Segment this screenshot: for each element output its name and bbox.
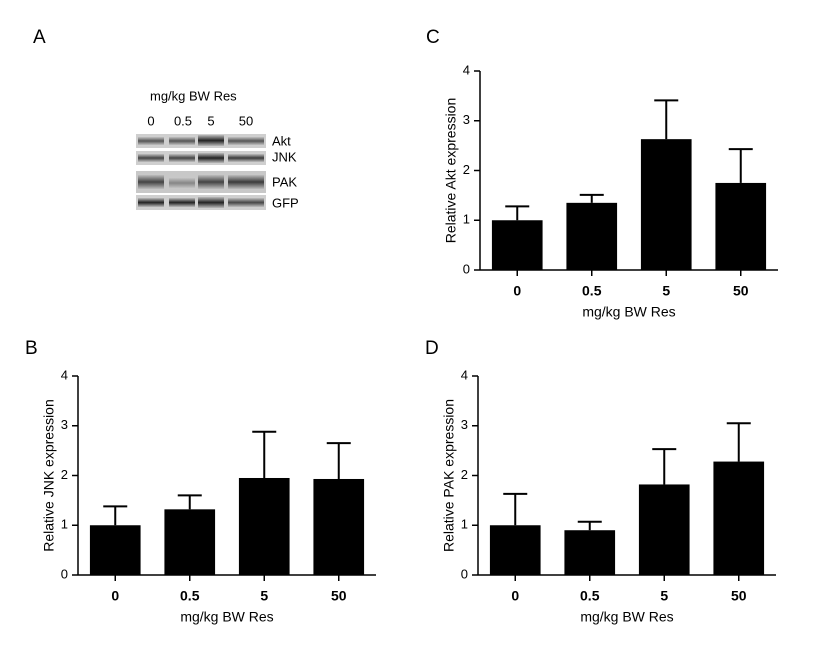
x-tick-label: 50 [731, 588, 747, 604]
panel-label: D [425, 338, 439, 359]
panel-label: B [25, 338, 38, 359]
y-tick-label: 3 [463, 112, 470, 127]
y-tick-label: 0 [61, 566, 68, 581]
bar [713, 461, 765, 575]
y-tick-label: 1 [61, 517, 68, 532]
band-label: Akt [272, 133, 291, 148]
bar [564, 530, 616, 575]
x-tick-label: 0.5 [180, 588, 200, 604]
y-axis-title: Relative Akt expression [443, 98, 459, 244]
lane-label: 0 [147, 113, 154, 128]
bar [489, 525, 541, 575]
bar [238, 477, 290, 575]
band-label: JNK [272, 149, 297, 164]
y-tick-label: 2 [461, 467, 468, 482]
band-label: GFP [272, 195, 299, 210]
x-tick-label: 0.5 [582, 283, 602, 299]
y-tick-label: 1 [461, 517, 468, 532]
lane-label: 50 [239, 113, 253, 128]
y-tick-label: 0 [463, 261, 470, 276]
lane-label: 0.5 [174, 113, 192, 128]
x-tick-label: 5 [660, 588, 668, 604]
bar [566, 202, 618, 270]
x-tick-label: 0 [511, 588, 519, 604]
bar [164, 509, 216, 575]
band-label: PAK [272, 174, 297, 189]
x-axis-title: mg/kg BW Res [582, 304, 675, 320]
y-tick-label: 4 [463, 62, 470, 77]
panel-label: C [426, 27, 440, 48]
panel-label: A [33, 27, 46, 48]
x-tick-label: 50 [331, 588, 347, 604]
y-axis-title: Relative JNK expression [41, 399, 57, 552]
bar [313, 478, 365, 575]
bar [638, 484, 690, 575]
x-tick-label: 5 [662, 283, 670, 299]
lane-label: 5 [207, 113, 214, 128]
x-axis-title: mg/kg BW Res [580, 609, 673, 625]
bar [89, 525, 141, 575]
bar [491, 220, 543, 270]
bar [715, 182, 767, 270]
y-tick-label: 2 [61, 467, 68, 482]
bar [640, 139, 692, 270]
y-tick-label: 3 [61, 417, 68, 432]
y-tick-label: 3 [461, 417, 468, 432]
y-tick-label: 4 [61, 367, 68, 382]
blot-title: mg/kg BW Res [150, 88, 237, 103]
y-tick-label: 4 [461, 367, 468, 382]
y-tick-label: 1 [463, 212, 470, 227]
blot-image [136, 134, 266, 210]
x-tick-label: 5 [260, 588, 268, 604]
y-tick-label: 0 [461, 566, 468, 581]
y-tick-label: 2 [463, 162, 470, 177]
x-tick-label: 50 [733, 283, 749, 299]
y-axis-title: Relative PAK expression [441, 399, 457, 552]
x-tick-label: 0 [111, 588, 119, 604]
x-axis-title: mg/kg BW Res [180, 609, 273, 625]
x-tick-label: 0.5 [580, 588, 600, 604]
x-tick-label: 0 [513, 283, 521, 299]
